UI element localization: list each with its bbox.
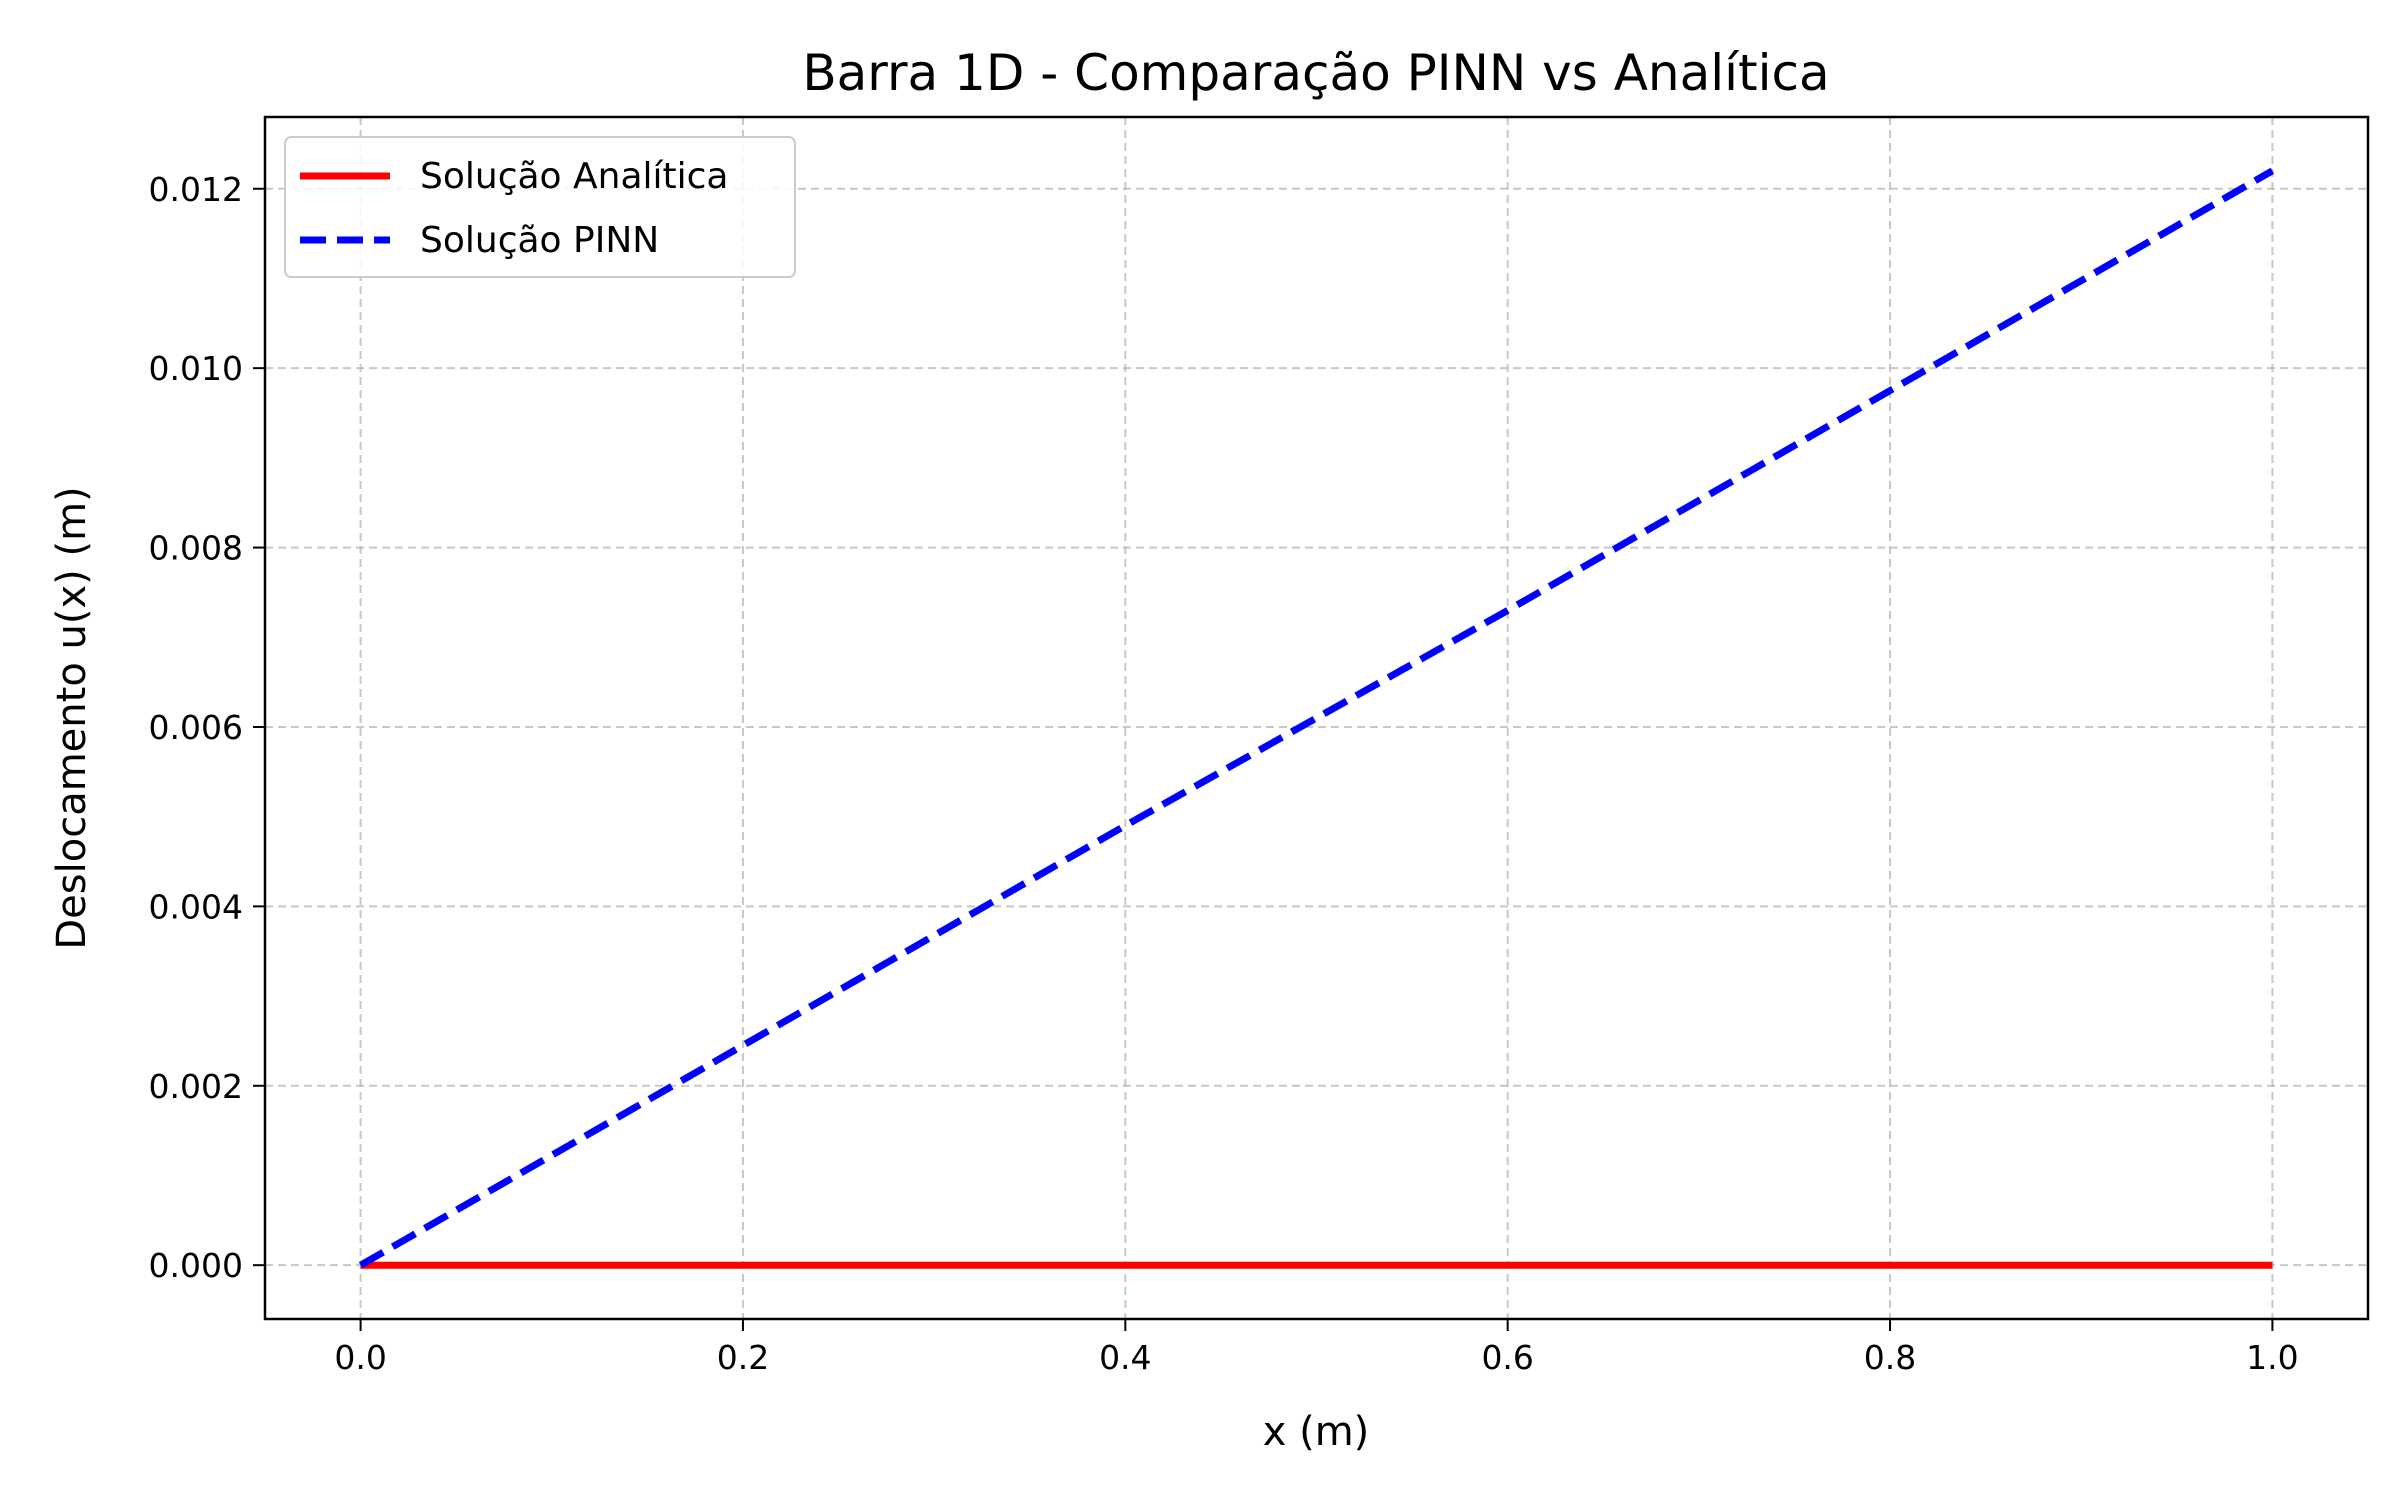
y-tick-label: 0.010 [149, 349, 243, 388]
y-tick-label: 0.000 [149, 1246, 243, 1285]
plot-area-frame [263, 115, 2370, 1321]
legend-box [284, 136, 796, 278]
legend-entries: Solução Analítica Solução PINN [300, 156, 729, 261]
legend: Solução Analítica Solução PINN [284, 136, 796, 278]
x-tick-label: 1.0 [2246, 1338, 2298, 1377]
x-axis-label: x (m) [1263, 1409, 1370, 1455]
x-tick-label: 0.4 [1099, 1338, 1151, 1377]
y-tick-label: 0.004 [149, 887, 243, 926]
legend-label: Solução Analítica [420, 156, 729, 197]
y-tick-label: 0.012 [149, 170, 243, 209]
x-tick-label: 0.0 [334, 1338, 386, 1377]
x-tick-label: 0.8 [1864, 1338, 1916, 1377]
series-line-pinn [358, 167, 2275, 1269]
plot-series [358, 167, 2275, 1269]
legend-label: Solução PINN [420, 220, 659, 261]
grid-lines [265, 117, 2368, 1319]
y-tick-label: 0.008 [149, 529, 243, 568]
axis-ticks: 0.0 0.2 0.4 0.6 0.8 1.0 0.000 0.002 0.004 0.006 0.… [149, 170, 2299, 1377]
y-tick-label: 0.002 [149, 1067, 243, 1106]
chart-title: Barra 1D - Comparação PINN vs Analítica [802, 44, 1829, 102]
y-tick-label: 0.006 [149, 708, 243, 747]
x-tick-label: 0.2 [717, 1338, 769, 1377]
y-axis-label: Deslocamento u(x) (m) [49, 486, 95, 949]
x-tick-label: 0.6 [1481, 1338, 1533, 1377]
